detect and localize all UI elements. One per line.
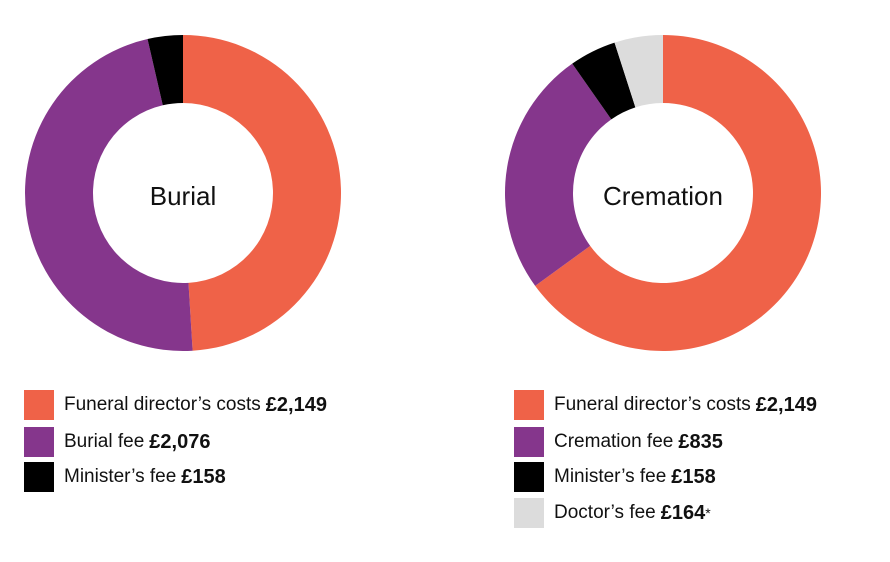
donut-slice-minister xyxy=(147,35,183,106)
donut-slice-minister xyxy=(572,42,636,120)
legend-item: Minister’s fee £158 xyxy=(514,462,716,492)
legend-label: Cremation fee xyxy=(554,431,674,452)
cremation-center-label: Cremation xyxy=(603,181,723,211)
legend-item: Doctor’s fee £164 * xyxy=(514,498,711,528)
legend-label: Funeral director’s costs xyxy=(554,394,751,415)
legend-value: £2,149 xyxy=(265,393,327,416)
legend-label: Burial fee xyxy=(64,431,145,452)
burial-donut xyxy=(24,35,342,352)
legend-swatch xyxy=(514,462,544,492)
legend-swatch xyxy=(24,390,54,420)
legend-value: £164 xyxy=(660,501,706,524)
legend-swatch xyxy=(24,427,54,457)
donut-slice-funeral_director xyxy=(183,35,342,351)
legend-item: Cremation fee £835 xyxy=(514,427,723,457)
legend-value: £2,076 xyxy=(149,430,211,453)
cremation-donut xyxy=(504,35,821,352)
legend-item: Funeral director’s costs £2,149 xyxy=(24,390,327,420)
legend-label: Minister’s fee xyxy=(554,466,667,487)
donut-slice-fee xyxy=(504,63,612,286)
legend-item: Funeral director’s costs £2,149 xyxy=(514,390,817,420)
legend-swatch xyxy=(514,498,544,528)
donut-slice-funeral_director xyxy=(535,35,821,352)
legend-item: Minister’s fee £158 xyxy=(24,462,226,492)
legend-swatch xyxy=(514,390,544,420)
legend-swatch xyxy=(514,427,544,457)
donut-slice-fee xyxy=(24,39,193,352)
donut-slice-doctor xyxy=(614,35,663,108)
legend-value: £158 xyxy=(671,465,716,488)
legend-label: Doctor’s fee xyxy=(554,502,656,523)
legend-footnote-mark: * xyxy=(705,505,711,521)
legend-item: Burial fee £2,076 xyxy=(24,427,210,457)
legend-swatch xyxy=(24,462,54,492)
legend-value: £835 xyxy=(678,430,723,453)
legend-label: Funeral director’s costs xyxy=(64,394,261,415)
legend-label: Minister’s fee xyxy=(64,466,177,487)
burial-center-label: Burial xyxy=(150,181,216,211)
legend-value: £2,149 xyxy=(755,393,817,416)
legend-value: £158 xyxy=(181,465,226,488)
